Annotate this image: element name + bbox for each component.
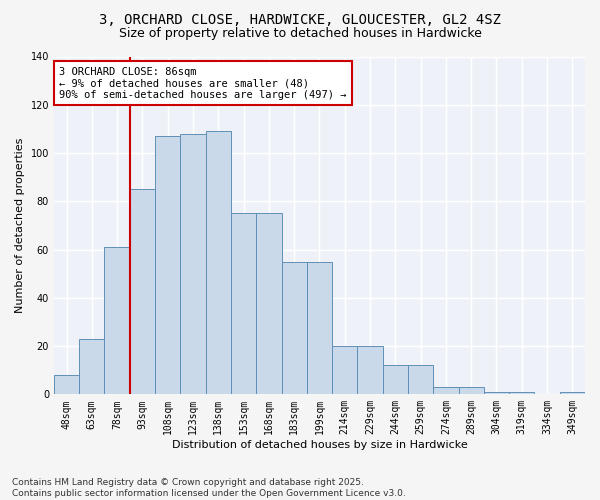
Bar (130, 189, 155, 394)
Bar (181, 134, 206, 394)
Bar (484, 392, 509, 394)
Text: Size of property relative to detached houses in Hardwicke: Size of property relative to detached ho… (119, 28, 481, 40)
Y-axis label: Number of detached properties: Number of detached properties (15, 138, 25, 313)
Bar (104, 247, 130, 394)
Text: Contains HM Land Registry data © Crown copyright and database right 2025.
Contai: Contains HM Land Registry data © Crown c… (12, 478, 406, 498)
Text: 3, ORCHARD CLOSE, HARDWICKE, GLOUCESTER, GL2 4SZ: 3, ORCHARD CLOSE, HARDWICKE, GLOUCESTER,… (99, 12, 501, 26)
Bar (383, 366, 408, 394)
Bar (332, 346, 358, 395)
Bar (560, 392, 585, 394)
Bar (509, 392, 535, 394)
Bar (307, 262, 332, 394)
Bar (433, 387, 458, 394)
Bar (408, 366, 433, 394)
Bar (54, 375, 79, 394)
Bar (155, 136, 181, 394)
Bar (281, 262, 307, 394)
Bar (458, 387, 484, 394)
Bar (79, 339, 104, 394)
X-axis label: Distribution of detached houses by size in Hardwicke: Distribution of detached houses by size … (172, 440, 467, 450)
Bar (358, 346, 383, 395)
Bar (206, 132, 231, 394)
Bar (231, 214, 256, 394)
Bar (256, 214, 281, 394)
Text: 3 ORCHARD CLOSE: 86sqm
← 9% of detached houses are smaller (48)
90% of semi-deta: 3 ORCHARD CLOSE: 86sqm ← 9% of detached … (59, 66, 347, 100)
